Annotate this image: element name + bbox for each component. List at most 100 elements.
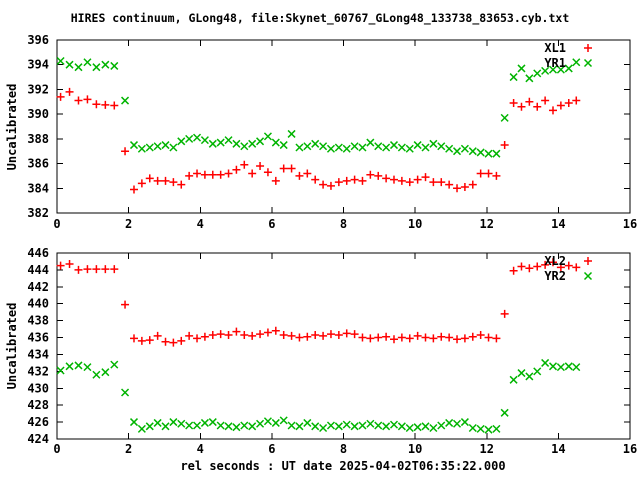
chart-title: HIRES continuum, GLong48, file:Skynet_60…: [71, 11, 570, 26]
data-point-YR2: [476, 424, 485, 433]
y-tick-label: 432: [27, 364, 49, 378]
data-point-YR1: [101, 60, 110, 69]
data-point-XL1: [572, 96, 581, 105]
x-tick-label: 14: [551, 217, 565, 231]
data-point-YR2: [256, 419, 265, 428]
data-point-XL1: [397, 176, 406, 185]
data-point-XL1: [240, 160, 249, 169]
y-tick-label: 438: [27, 314, 49, 328]
data-point-YR2: [263, 417, 272, 426]
data-point-YR2: [525, 372, 534, 381]
y-tick-label: 434: [27, 347, 49, 361]
x-tick-label: 0: [53, 217, 60, 231]
data-point-YR1: [224, 136, 233, 145]
data-point-XL2: [295, 333, 304, 342]
data-point-YR2: [468, 423, 477, 433]
data-point-YR2: [533, 367, 542, 376]
data-point-YR1: [240, 142, 249, 151]
data-point-YR1: [263, 132, 272, 141]
data-point-YR1: [65, 60, 74, 69]
data-point-XL1: [533, 102, 542, 111]
data-point-YR2: [83, 363, 92, 372]
x-tick-label: 8: [340, 217, 347, 231]
data-point-YR1: [421, 143, 430, 152]
series-YR1: [56, 56, 581, 158]
data-point-XL1: [137, 179, 146, 188]
data-point-XL1: [358, 176, 367, 185]
x-tick-label: 2: [125, 217, 132, 231]
data-point-YR1: [500, 113, 509, 122]
data-point-XL2: [216, 330, 225, 339]
data-point-YR1: [287, 129, 296, 138]
x-tick-label: 4: [197, 442, 204, 456]
data-point-XL1: [413, 175, 422, 184]
data-point-XL1: [279, 164, 288, 173]
data-point-XL1: [161, 176, 170, 185]
y-tick-label: 442: [27, 280, 49, 294]
data-point-XL2: [453, 335, 462, 344]
data-point-XL1: [65, 87, 74, 96]
data-point-XL1: [287, 164, 296, 173]
data-point-YR2: [484, 425, 493, 434]
y-tick-label: 428: [27, 398, 49, 412]
data-point-YR2: [460, 418, 469, 427]
legend-marker-plus-icon: [584, 44, 592, 52]
x-tick-label: 6: [268, 442, 275, 456]
data-point-XL2: [161, 337, 170, 346]
data-point-XL2: [468, 332, 477, 341]
data-point-YR2: [556, 363, 565, 372]
data-point-YR1: [169, 143, 178, 152]
data-point-YR1: [92, 63, 101, 72]
data-point-YR2: [366, 419, 375, 428]
legend-label-YR1: YR1: [544, 56, 566, 70]
data-point-YR1: [200, 136, 209, 145]
data-point-XL2: [429, 334, 438, 343]
data-point-XL1: [248, 169, 257, 178]
data-point-XL2: [248, 331, 257, 340]
data-point-XL1: [263, 168, 272, 177]
data-point-XL2: [240, 331, 249, 340]
data-point-YR2: [326, 421, 335, 430]
data-point-XL1: [421, 173, 430, 182]
data-point-XL2: [56, 261, 65, 270]
y-tick-label: 430: [27, 381, 49, 395]
data-point-YR2: [177, 419, 186, 428]
data-point-XL2: [326, 330, 335, 339]
data-point-YR1: [177, 137, 186, 146]
data-point-YR2: [548, 362, 558, 371]
x-tick-label: 12: [480, 217, 494, 231]
data-point-XL2: [263, 328, 272, 337]
data-point-XL1: [500, 141, 509, 150]
data-point-YR1: [452, 147, 462, 156]
data-point-XL1: [549, 106, 558, 115]
data-point-XL2: [224, 331, 233, 340]
data-point-XL1: [101, 100, 110, 109]
data-point-YR1: [382, 143, 391, 152]
data-point-YR1: [374, 142, 383, 151]
data-point-YR2: [342, 420, 351, 429]
data-point-XL2: [92, 265, 101, 274]
data-point-YR2: [248, 422, 257, 431]
data-point-XL2: [492, 334, 501, 343]
data-point-YR1: [74, 63, 83, 72]
legend-label-YR2: YR2: [544, 269, 566, 283]
data-point-YR2: [389, 420, 399, 429]
data-point-YR2: [311, 422, 320, 431]
axis-ticks: 424 426 428 430 432 434 436 438 440 442 444 446 0 2 4 6…: [27, 246, 637, 456]
data-point-XL1: [484, 169, 493, 178]
data-point-YR1: [110, 61, 119, 70]
data-point-YR2: [110, 360, 119, 369]
data-point-XL2: [509, 266, 518, 275]
data-point-YR2: [397, 422, 406, 431]
data-point-YR2: [169, 418, 178, 427]
data-point-XL2: [208, 331, 217, 340]
data-point-YR2: [92, 370, 101, 379]
data-point-XL2: [121, 300, 130, 309]
data-point-XL2: [287, 331, 296, 340]
data-point-YR1: [342, 144, 351, 153]
data-point-XL1: [437, 178, 446, 187]
data-point-XL1: [92, 100, 101, 109]
